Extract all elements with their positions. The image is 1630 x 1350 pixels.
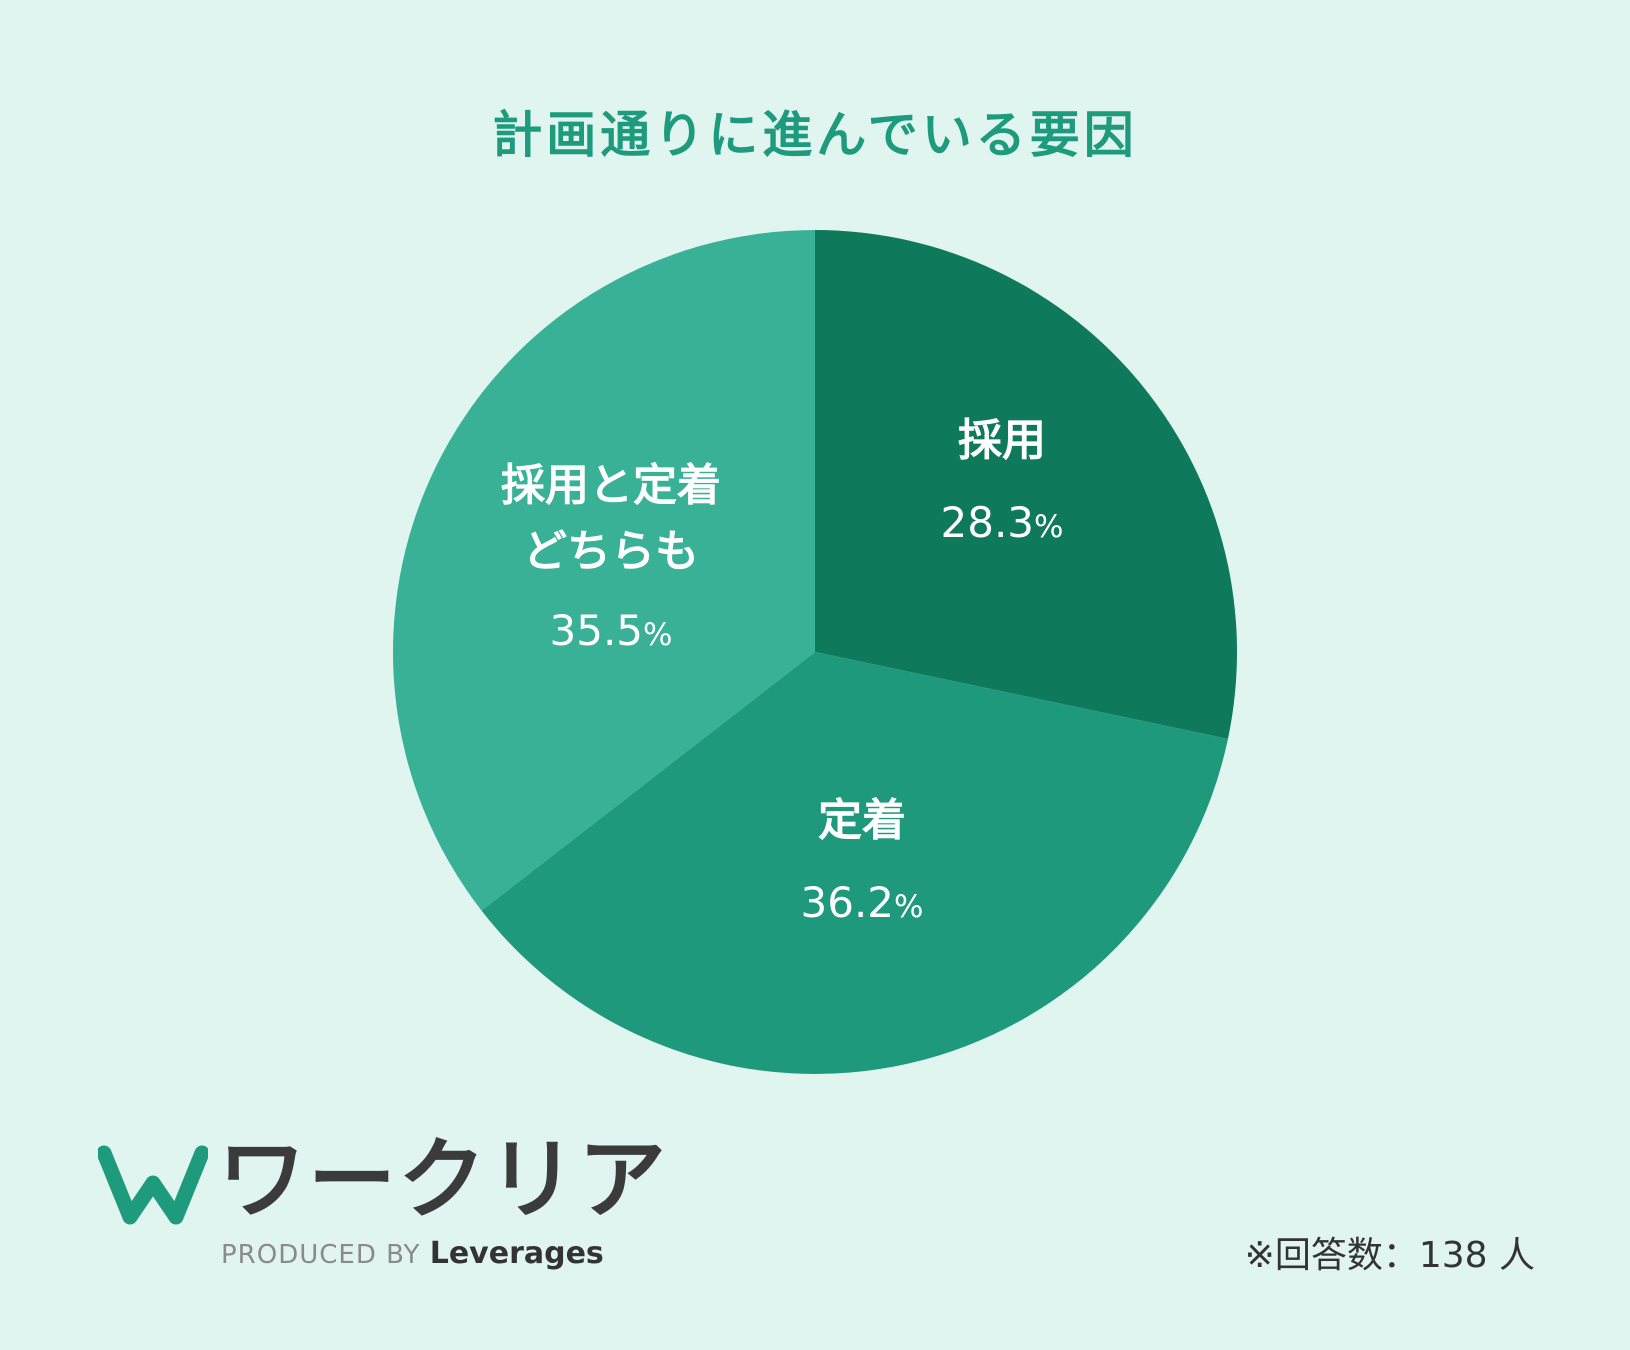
produced-by-label: PRODUCED BY <box>221 1240 421 1270</box>
slice-value-label: 28.3% <box>941 498 1064 547</box>
slice-category-label: 定着 <box>818 795 906 846</box>
pie-slice <box>481 652 1228 1075</box>
slice-value-label: 36.2% <box>801 878 924 927</box>
pie-slice <box>393 230 815 911</box>
slice-category-label: どちらも <box>523 526 699 577</box>
slice-value-label: 35.5% <box>550 606 673 655</box>
chart-title: 計画通りに進んでいる要因 <box>492 106 1138 164</box>
slice-category-label: 採用と定着 <box>501 460 721 511</box>
brand-name: Leverages <box>429 1236 604 1271</box>
w-logo-icon <box>98 1145 208 1225</box>
response-count-note: ※回答数：138 人 <box>1244 1235 1535 1276</box>
pie-slice <box>815 230 1237 739</box>
produced-by: PRODUCED BY Leverages <box>221 1236 604 1271</box>
logo: ワークリア PRODUCED BY Leverages <box>98 1130 666 1280</box>
slice-category-label: 採用 <box>958 415 1046 466</box>
logo-wordmark: ワークリア <box>218 1128 669 1231</box>
